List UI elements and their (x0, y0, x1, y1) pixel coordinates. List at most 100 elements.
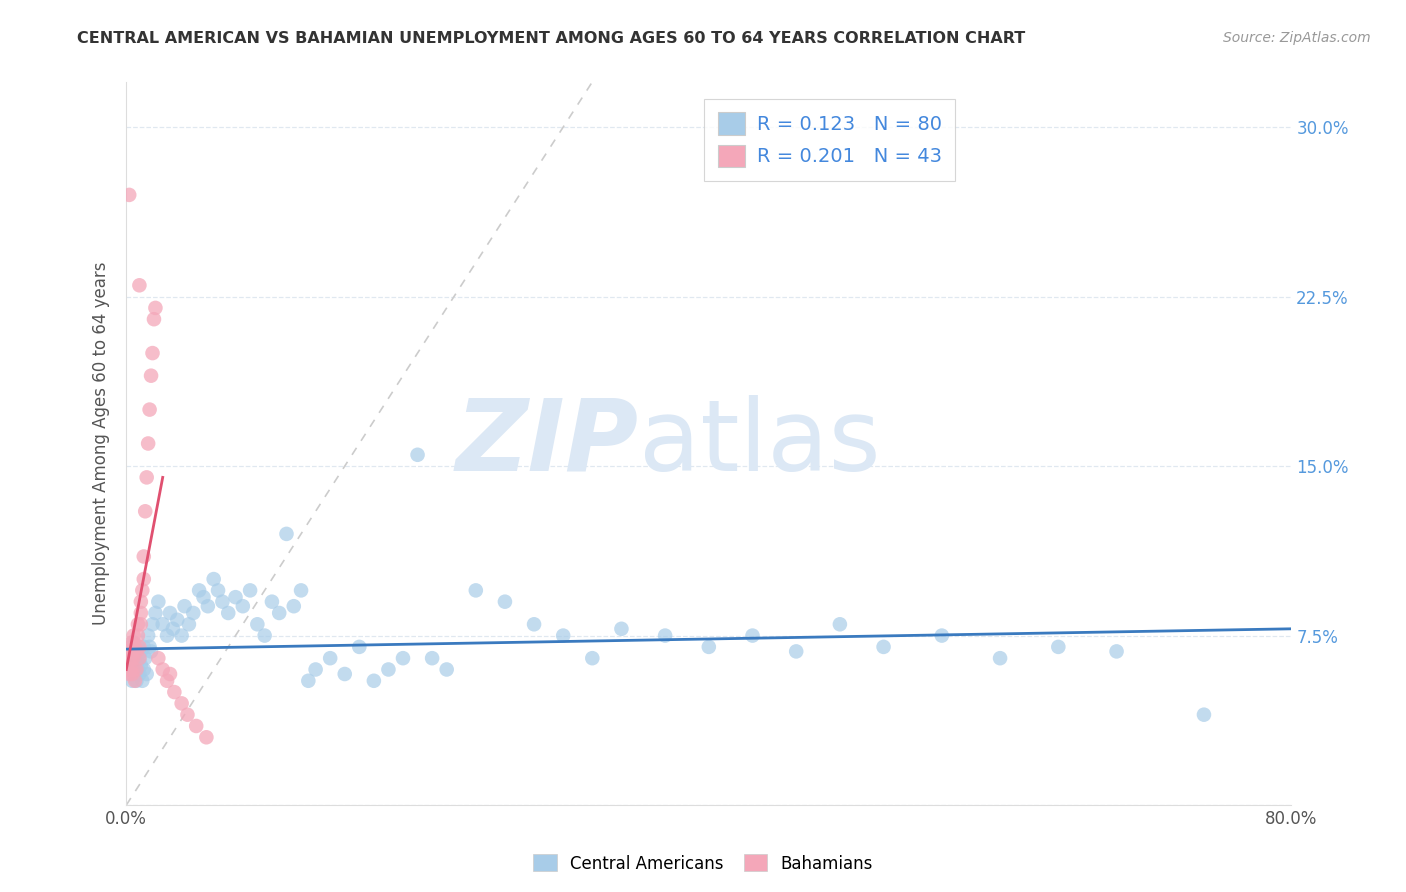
Point (181, 606, 204, 620)
Point (211, 595, 233, 609)
Point (148, 651, 170, 665)
Point (132, 572, 155, 586)
Point (128, 651, 150, 665)
Point (654, 629, 676, 643)
Point (125, 673, 148, 688)
Point (741, 629, 763, 643)
Text: ZIP: ZIP (456, 395, 638, 492)
Point (127, 629, 149, 643)
Point (406, 448, 429, 462)
Point (132, 549, 155, 564)
Point (988, 651, 1011, 665)
Point (420, 651, 443, 665)
Point (1047, 640, 1070, 654)
Point (121, 673, 143, 688)
Point (297, 673, 319, 688)
Point (132, 640, 155, 654)
Point (121, 667, 143, 681)
Legend: R = 0.123   N = 80, R = 0.201   N = 43: R = 0.123 N = 80, R = 0.201 N = 43 (704, 99, 956, 181)
Point (124, 673, 146, 688)
Point (121, 663, 143, 677)
Point (128, 640, 150, 654)
Point (128, 667, 150, 681)
Point (290, 583, 312, 598)
Point (159, 606, 181, 620)
Point (136, 629, 159, 643)
Point (145, 301, 167, 315)
Point (152, 663, 174, 677)
Point (138, 640, 160, 654)
Point (170, 629, 193, 643)
Point (139, 644, 162, 658)
Point (349, 640, 371, 654)
Point (118, 667, 141, 681)
Point (118, 651, 141, 665)
Point (128, 278, 150, 293)
Point (125, 644, 148, 658)
Point (217, 606, 239, 620)
Point (225, 590, 247, 604)
Point (494, 595, 516, 609)
Point (163, 685, 186, 699)
Point (239, 583, 262, 598)
Point (129, 606, 152, 620)
Point (135, 470, 157, 484)
Point (124, 651, 146, 665)
Point (269, 606, 291, 620)
Text: CENTRAL AMERICAN VS BAHAMIAN UNEMPLOYMENT AMONG AGES 60 TO 64 YEARS CORRELATION : CENTRAL AMERICAN VS BAHAMIAN UNEMPLOYMEN… (77, 31, 1025, 46)
Point (134, 651, 156, 665)
Point (159, 667, 181, 681)
Point (117, 663, 139, 677)
Point (162, 622, 184, 636)
Point (129, 644, 152, 658)
Point (785, 644, 807, 658)
Point (872, 640, 894, 654)
Point (145, 606, 167, 620)
Point (122, 629, 145, 643)
Point (135, 667, 157, 681)
Point (195, 731, 218, 745)
Point (134, 504, 156, 518)
Point (319, 651, 342, 665)
Point (207, 583, 229, 598)
Point (120, 651, 142, 665)
Point (333, 667, 356, 681)
Point (141, 617, 163, 632)
Point (128, 651, 150, 665)
Point (232, 599, 254, 614)
Point (363, 673, 385, 688)
Point (202, 572, 225, 586)
Point (464, 583, 486, 598)
Point (141, 346, 163, 360)
Point (129, 617, 152, 632)
Point (186, 719, 208, 733)
Point (121, 635, 143, 649)
Point (283, 599, 305, 614)
Point (156, 673, 179, 688)
Point (132, 663, 155, 677)
Point (377, 663, 399, 677)
Point (523, 617, 546, 632)
Point (152, 617, 174, 632)
Point (122, 635, 145, 649)
Text: Source: ZipAtlas.com: Source: ZipAtlas.com (1223, 31, 1371, 45)
Point (138, 402, 160, 417)
Point (124, 640, 146, 654)
Point (260, 595, 283, 609)
Point (122, 651, 145, 665)
Point (176, 707, 198, 722)
Point (173, 599, 195, 614)
Point (125, 644, 148, 658)
Point (120, 640, 142, 654)
Point (581, 651, 603, 665)
Point (170, 697, 193, 711)
Point (392, 651, 415, 665)
Y-axis label: Unemployment Among Ages 60 to 64 years: Unemployment Among Ages 60 to 64 years (93, 261, 110, 625)
Point (166, 613, 188, 627)
Point (697, 640, 720, 654)
Text: atlas: atlas (638, 395, 880, 492)
Point (177, 617, 200, 632)
Point (120, 663, 142, 677)
Point (118, 187, 141, 202)
Point (127, 663, 149, 677)
